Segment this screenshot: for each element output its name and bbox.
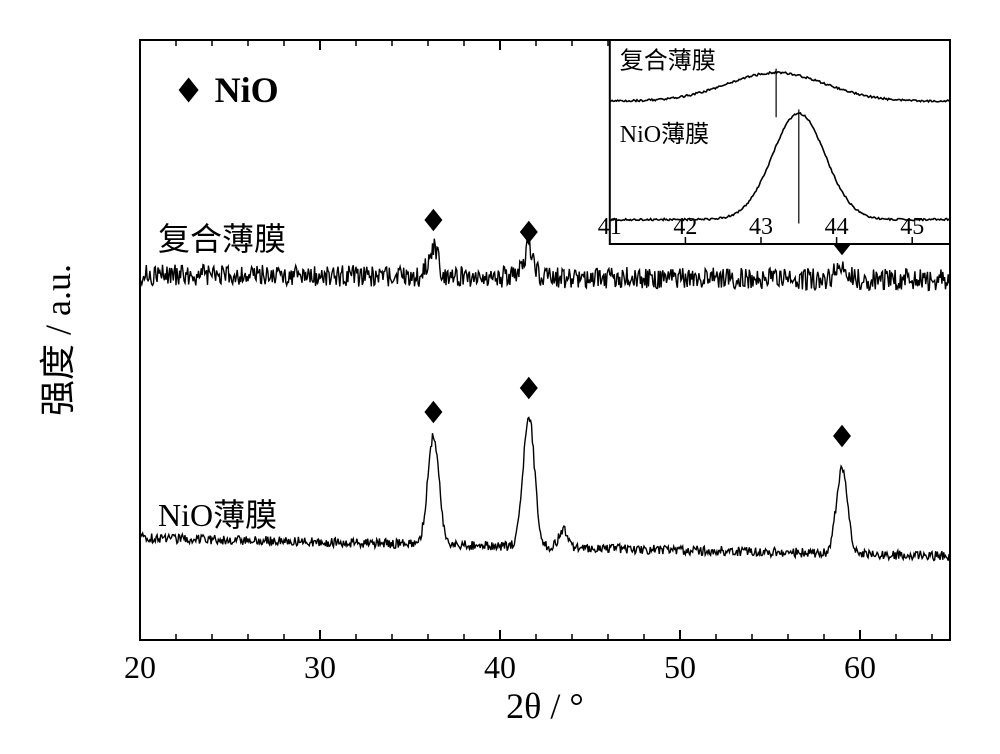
svg-text:50: 50 <box>664 649 696 685</box>
svg-text:40: 40 <box>484 649 516 685</box>
svg-text:30: 30 <box>304 649 336 685</box>
svg-text:42: 42 <box>673 214 697 240</box>
chart-svg: 20 30 40 50 60 强度 / a.u. 2θ / ° 复合薄膜 NiO薄膜 NiO 41 4… <box>20 20 980 734</box>
svg-text:强度 / a.u.: 强度 / a.u. <box>38 264 78 416</box>
svg-text:NiO: NiO <box>215 70 279 110</box>
svg-text:45: 45 <box>900 214 924 240</box>
svg-text:20: 20 <box>124 649 156 685</box>
svg-text:41: 41 <box>598 214 622 240</box>
xrd-chart: 20 30 40 50 60 强度 / a.u. 2θ / ° 复合薄膜 NiO薄膜 NiO 41 4… <box>20 20 980 734</box>
svg-text:NiO薄膜: NiO薄膜 <box>158 497 277 533</box>
svg-text:2θ / °: 2θ / ° <box>506 686 584 726</box>
svg-text:60: 60 <box>844 649 876 685</box>
svg-text:复合薄膜: 复合薄膜 <box>158 221 286 257</box>
svg-text:43: 43 <box>749 214 773 240</box>
svg-text:复合薄膜: 复合薄膜 <box>620 48 716 75</box>
svg-text:NiO薄膜: NiO薄膜 <box>620 121 709 148</box>
svg-text:44: 44 <box>825 214 849 240</box>
